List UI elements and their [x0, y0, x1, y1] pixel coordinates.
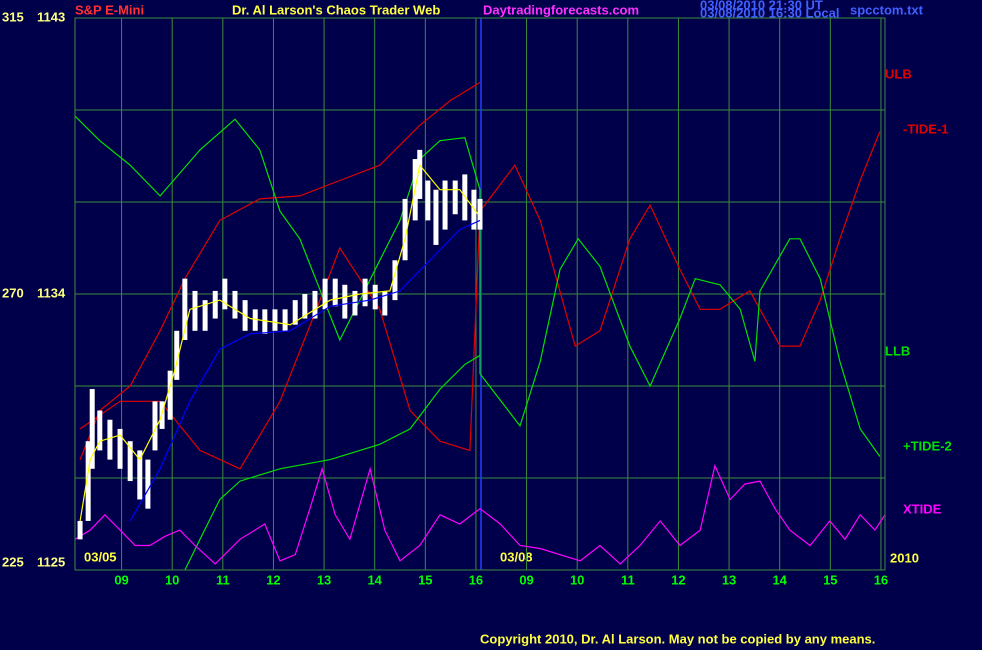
price-bar: [107, 419, 113, 460]
x-tick-label: 15: [418, 572, 432, 587]
price-bar: [182, 278, 188, 340]
x-tick-label: 12: [671, 572, 685, 587]
price-bar: [212, 290, 218, 319]
price-bar: [342, 284, 348, 319]
x-tick-label: 15: [823, 572, 837, 587]
series-line: [184, 354, 481, 571]
price-bar: [222, 278, 228, 310]
price-bar: [137, 450, 143, 500]
price-bar: [372, 284, 378, 310]
legend-label: ULB: [885, 66, 912, 81]
price-bar: [417, 149, 423, 199]
file-name: spcctom.txt: [850, 2, 924, 17]
y2-tick-label: 225: [2, 554, 24, 569]
price-bar: [392, 260, 398, 301]
legend-label: LLB: [885, 343, 910, 358]
price-bar: [292, 300, 298, 325]
legend-label: +TIDE-2: [903, 438, 952, 453]
price-bar: [362, 278, 368, 307]
series-line: [79, 163, 479, 521]
price-bar: [322, 278, 328, 310]
x-tick-label: 13: [722, 572, 736, 587]
price-bar: [302, 294, 308, 319]
price-bar: [272, 309, 278, 331]
price-bar: [442, 180, 448, 230]
x-tick-label: 13: [317, 572, 331, 587]
price-bar: [117, 428, 123, 469]
date-label: 03/05: [84, 549, 117, 564]
price-bar: [312, 290, 318, 319]
price-bar: [433, 189, 439, 245]
price-bar: [89, 389, 95, 469]
price-bar: [282, 309, 288, 331]
chart-title: Dr. Al Larson's Chaos Trader Web: [232, 2, 440, 17]
plot: [74, 81, 886, 571]
series-line: [79, 131, 881, 470]
price-bar: [192, 290, 198, 331]
series-line: [79, 81, 481, 460]
date-label: 03/08: [500, 549, 533, 564]
timestamp: 03/08/2010 16:30 Local: [700, 5, 840, 20]
price-bar: [402, 198, 408, 261]
price-bar: [332, 278, 338, 307]
price-bar: [85, 441, 91, 521]
x-tick-label: 16: [469, 572, 483, 587]
series-line: [74, 463, 886, 565]
site: Daytradingforecasts.com: [483, 2, 639, 17]
price-bar: [352, 290, 358, 316]
price-bar: [167, 370, 173, 420]
price-bar: [77, 520, 83, 540]
price-bar: [477, 198, 483, 230]
symbol: S&P E-Mini: [75, 2, 144, 17]
y-tick-label: 1143: [37, 9, 65, 24]
x-tick-label: 09: [519, 572, 533, 587]
price-bar: [232, 290, 238, 319]
x-tick-label: 14: [772, 572, 787, 587]
price-bar: [382, 290, 388, 316]
price-bar: [262, 309, 268, 334]
price-bar: [452, 180, 458, 215]
price-bar: [127, 441, 133, 482]
x-tick-label: 10: [570, 572, 584, 587]
legend-label: -TIDE-1: [903, 121, 949, 136]
price-bar: [152, 401, 158, 451]
x-tick-label: 11: [621, 572, 635, 587]
price-bar: [174, 330, 180, 380]
x-tick-label: 14: [367, 572, 382, 587]
timestamp: 03/08/2010 21:30 UT: [700, 0, 823, 12]
x-tick-label: 10: [165, 572, 179, 587]
x-tick-label: 12: [266, 572, 280, 587]
copyright: Copyright 2010, Dr. Al Larson. May not b…: [480, 631, 875, 646]
year-label: 2010: [890, 550, 919, 565]
plot-frame: [74, 17, 886, 571]
series-line: [74, 115, 881, 457]
x-tick-label: 16: [874, 572, 888, 587]
price-bar: [97, 410, 103, 451]
price-bar: [145, 459, 151, 509]
series-line: [129, 219, 481, 522]
x-tick-label: 09: [114, 572, 128, 587]
price-bar: [425, 180, 431, 221]
y-tick-label: 1125: [37, 554, 65, 569]
y2-tick-label: 315: [2, 9, 24, 24]
y-tick-label: 1134: [37, 285, 66, 300]
price-bar: [202, 300, 208, 331]
y2-tick-label: 270: [2, 285, 24, 300]
legend-label: XTIDE: [903, 501, 942, 516]
price-bar: [252, 309, 258, 331]
x-tick-label: 11: [216, 572, 230, 587]
